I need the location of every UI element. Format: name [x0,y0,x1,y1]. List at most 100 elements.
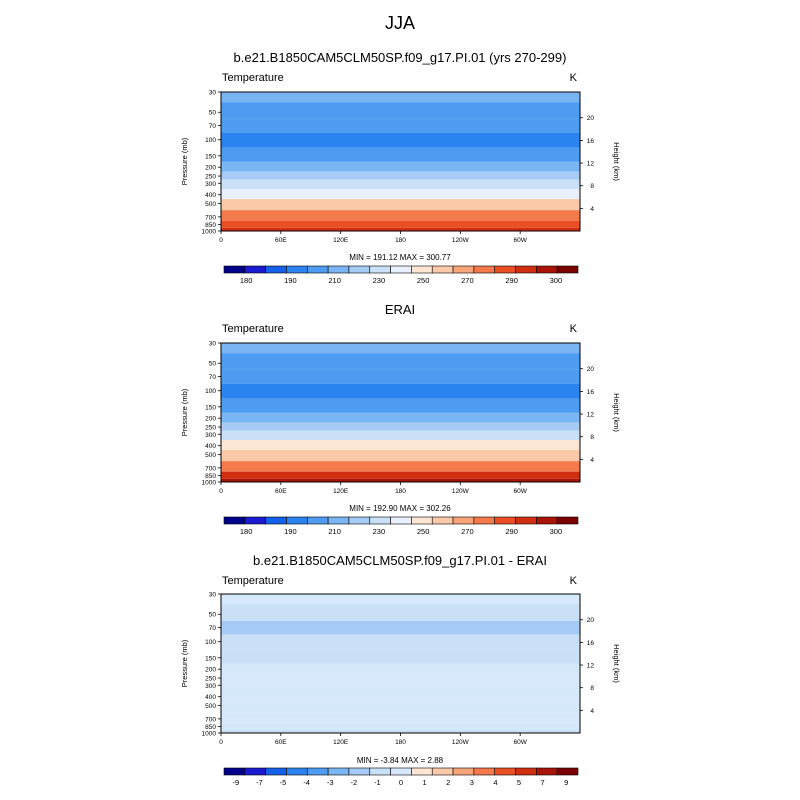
contour-band-500mb [221,199,580,211]
x-tick-label: 60E [275,739,287,746]
y-tick-label: 850 [205,473,216,480]
contour-band-700mb [221,210,580,221]
contour-band-250mb [221,171,580,180]
colorbar-bin [473,265,496,274]
colorbar-tick-label: -9 [232,778,239,787]
x-tick-label: 0 [219,237,223,244]
contour-band-100mb [221,634,580,650]
y-tick-label: 700 [205,716,216,723]
colorbar-bin [244,265,266,274]
panel-2-stats: MIN = 192.90 MAX = 302.26 [349,504,451,513]
y-tick-label: 850 [205,724,216,731]
y-axis-label: Pressure (mb) [180,137,189,185]
x-tick-label: 60W [513,488,527,495]
y-tick-label: 100 [205,137,216,144]
y-right-tick-label: 20 [587,617,595,624]
colorbar-bin [223,516,246,525]
panel-2-variable: Temperature [222,323,284,335]
y-tick-label: 400 [205,192,216,199]
contour-band-150mb [221,649,580,664]
contour-band-150mb [221,398,580,413]
colorbar-tick-label: -1 [374,778,381,787]
colorbar-bin [306,767,329,776]
colorbar-bin [515,767,537,776]
colorbar-bin [452,265,475,274]
contour-band-70mb [221,369,580,384]
y-right-tick-label: 8 [590,183,594,190]
colorbar-bin [286,516,308,525]
panel-3-variable: Temperature [222,575,284,587]
contour-band-30mb [221,92,580,103]
colorbar-bin [536,516,558,525]
colorbar-bin [494,767,516,776]
colorbar-bin [515,265,537,274]
colorbar-tick-label: -7 [256,778,263,787]
y-tick-label: 100 [205,388,216,395]
colorbar-tick-label: 3 [470,778,474,787]
y-tick-label: 70 [209,374,217,381]
x-tick-label: 0 [219,739,223,746]
x-tick-label: 120W [452,488,470,495]
y-right-tick-label: 16 [587,640,595,647]
y-tick-label: 200 [205,416,216,423]
y-tick-label: 30 [209,90,217,97]
y-tick-label: 150 [205,404,216,411]
colorbar-bin [306,516,329,525]
colorbar-bin [431,265,454,274]
colorbar-bin [390,265,412,274]
colorbar-bin [452,516,475,525]
x-tick-label: 120W [452,739,470,746]
panel-2-plot: 3050701001502002503004005007008501000Pre… [180,341,621,537]
x-tick-label: 60E [275,237,287,244]
colorbar-tick-label: 7 [541,778,545,787]
colorbar-tick-label: 2 [446,778,450,787]
colorbar-tick-label: 230 [373,276,386,285]
colorbar-bin [286,767,308,776]
y-tick-label: 500 [205,703,216,710]
y-tick-label: 200 [205,667,216,674]
y-tick-label: 700 [205,465,216,472]
colorbar-bin [306,265,329,274]
y-tick-label: 850 [205,222,216,229]
colorbar-bin [473,767,496,776]
colorbar-bin [327,265,350,274]
colorbar-bin [411,516,433,525]
colorbar-bin [265,516,287,525]
y-axis-label: Pressure (mb) [180,639,189,687]
y-right-tick-label: 8 [590,685,594,692]
y-tick-label: 70 [209,625,217,632]
contour-band-250mb [221,673,580,682]
colorbar-bin [494,516,516,525]
colorbar-tick-label: -4 [303,778,310,787]
colorbar-tick-label: 300 [550,276,563,285]
colorbar-bin [244,516,266,525]
colorbar-bin [411,265,433,274]
contour-band-700mb [221,712,580,723]
panel-2-units: K [570,323,578,335]
y-right-tick-label: 20 [587,366,595,373]
colorbar-bin [265,767,287,776]
colorbar-bin [390,767,412,776]
colorbar-tick-label: 9 [564,778,568,787]
contour-band-100mb [221,383,580,399]
y-tick-label: 30 [209,592,217,599]
colorbar-bin [556,265,579,274]
figure-title: JJA [385,13,415,33]
y-tick-label: 250 [205,676,216,683]
colorbar-bin [390,516,412,525]
y-tick-label: 300 [205,181,216,188]
colorbar-bin [494,265,516,274]
colorbar-tick-label: 270 [461,276,474,285]
colorbar-tick-label: 210 [328,527,341,536]
y-tick-label: 30 [209,341,217,348]
colorbar-tick-label: 0 [399,778,403,787]
contour-band-700mb [221,461,580,472]
contour-band-50mb [221,353,580,370]
y-tick-label: 500 [205,452,216,459]
contour-band-300mb [221,179,580,189]
x-tick-label: 120W [452,237,470,244]
y-right-tick-label: 12 [587,161,595,168]
contour-band-30mb [221,343,580,354]
contour-band-400mb [221,690,580,702]
